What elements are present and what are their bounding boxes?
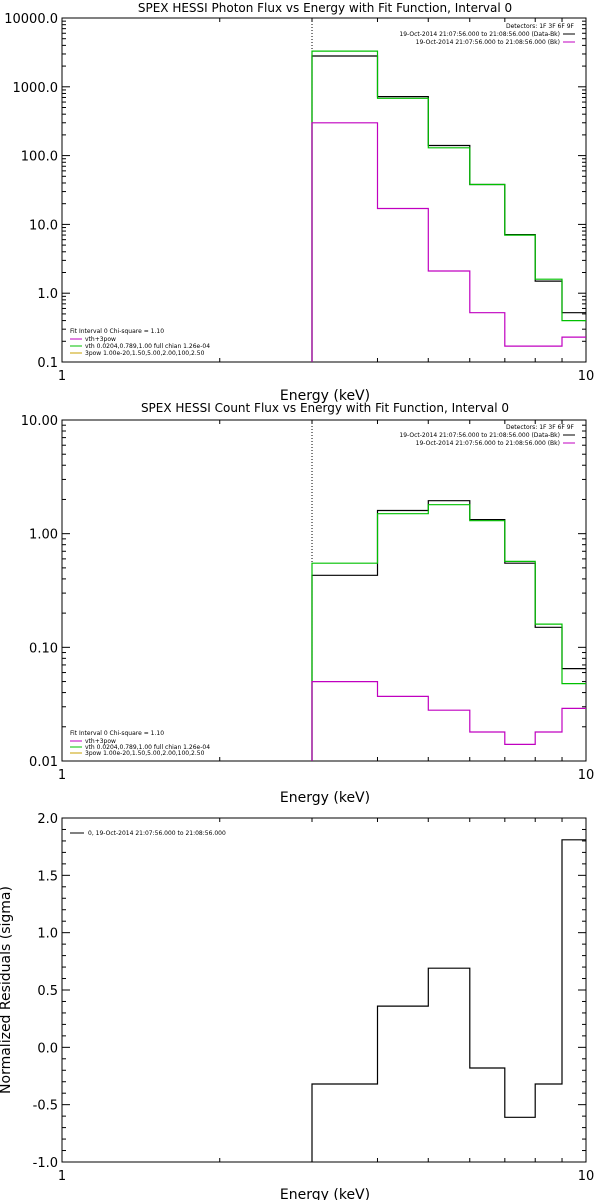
panel3-ytick-label: 0.0 bbox=[37, 1041, 58, 1056]
panel3-ytick-label: 1.0 bbox=[37, 927, 58, 942]
panel3-series-residuals bbox=[311, 839, 586, 1162]
panel1-ytick-label: 10000.0 bbox=[4, 12, 58, 27]
panel2-legend-bottomleft: Fit Interval 0 Chi-square = 1.10 vth+3po… bbox=[70, 730, 210, 757]
panel1-title: SPEX HESSI Photon Flux vs Energy with Fi… bbox=[138, 1, 512, 15]
panel1-legend-bl-line3: 3pow 1.00e-20,1.50,5.00,2.00,100,2.50 bbox=[85, 350, 205, 357]
panel2-xtick-label: 1 bbox=[58, 768, 66, 783]
panel3-ytick-label: 2.0 bbox=[37, 812, 58, 827]
panel3-legend-line1: 0, 19-Oct-2014 21:07:56.000 to 21:08:56.… bbox=[88, 830, 226, 837]
panel1-ytick-label: 10.0 bbox=[29, 218, 58, 233]
panel2-legend-topright: Detectors: 1F 3F 6F 9F 19-Oct-2014 21:07… bbox=[399, 424, 575, 447]
panel2-ytick-label: 0.10 bbox=[29, 641, 58, 656]
panel1-legend-bottomleft: Fit Interval 0 Chi-square = 1.10 vth+3po… bbox=[70, 328, 210, 357]
panel2-legend-bl-line2: vth 0.0204,0.789,1.00 full chian 1.26e-0… bbox=[85, 744, 210, 751]
panel1-plot-frame bbox=[61, 17, 587, 363]
panel2-series-data bbox=[311, 500, 586, 761]
panel-count-flux: SPEX HESSI Count Flux vs Energy with Fit… bbox=[21, 401, 594, 806]
panel2-ytick-label: 10.00 bbox=[21, 414, 58, 429]
panel3-ticks: 1 10 2.0 1.5 1.0 0.5 0.0 -0.5 -1.0 bbox=[33, 812, 595, 1184]
panel2-legend-bl-line3: 3pow 1.00e-20,1.50,5.00,2.00,100,2.50 bbox=[85, 750, 205, 757]
panel1-legend-header: Fit Interval 0 Chi-square = 1.10 bbox=[70, 328, 164, 335]
panel3-ytick-label: -0.5 bbox=[33, 1099, 58, 1114]
panel1-series-vth_pow bbox=[311, 50, 586, 362]
panel1-series-data bbox=[311, 55, 586, 362]
panel3-marks bbox=[311, 839, 586, 1162]
panel1-xtick-label: 10 bbox=[578, 369, 595, 384]
panel2-legend-header: Fit Interval 0 Chi-square = 1.10 bbox=[70, 730, 164, 737]
panel3-plot-frame bbox=[61, 817, 587, 1163]
panel1-legend-tr-line1: 19-Oct-2014 21:07:56.000 to 21:08:56.000… bbox=[399, 31, 560, 38]
panel2-marks bbox=[311, 420, 586, 761]
panel1-xtick-label: 1 bbox=[58, 369, 66, 384]
panel1-marks bbox=[311, 18, 586, 362]
panel3-ytick-label: 1.5 bbox=[37, 869, 58, 884]
panel1-legend-bl-line2: vth 0.0204,0.789,1.00 full chian 1.26e-0… bbox=[85, 343, 210, 350]
panel2-xtick-label: 10 bbox=[578, 768, 595, 783]
panel3-ylabel: Normalized Residuals (sigma) bbox=[0, 886, 14, 1094]
panel3-xtick-label: 10 bbox=[578, 1169, 595, 1184]
panel2-ytick-label: 0.01 bbox=[29, 755, 58, 770]
panel2-legend-tr-line2: 19-Oct-2014 21:07:56.000 to 21:08:56.000… bbox=[416, 440, 560, 447]
panel2-ticks: 1 10 10.00 1.00 0.10 0.01 bbox=[21, 414, 594, 783]
panel2-xlabel: Energy (keV) bbox=[280, 790, 370, 806]
panel1-series-bk bbox=[311, 122, 586, 362]
panel-residuals: Energy (keV) Normalized Residuals (sigma… bbox=[0, 812, 594, 1200]
panel3-xtick-label: 1 bbox=[58, 1169, 66, 1184]
panel1-ytick-label: 1000.0 bbox=[13, 81, 59, 96]
panel2-title: SPEX HESSI Count Flux vs Energy with Fit… bbox=[141, 401, 509, 415]
panel3-legend: 0, 19-Oct-2014 21:07:56.000 to 21:08:56.… bbox=[70, 830, 226, 837]
panel1-ticks: 1 10 10000.0 1000.0 100.0 10.0 1.0 0.1 bbox=[4, 12, 594, 384]
panel1-legend-tr-line2: 19-Oct-2014 21:07:56.000 to 21:08:56.000… bbox=[416, 39, 560, 46]
panel1-legend-bl-line1: vth+3pow bbox=[85, 336, 116, 343]
panel-photon-flux: SPEX HESSI Photon Flux vs Energy with Fi… bbox=[4, 1, 594, 404]
panel2-series-vth_pow bbox=[311, 504, 586, 761]
panel2-ytick-label: 1.00 bbox=[29, 528, 58, 543]
panel1-xlabel: Energy (keV) bbox=[280, 388, 370, 404]
panel3-ytick-label: -1.0 bbox=[33, 1156, 58, 1171]
panel2-series-bk bbox=[311, 681, 586, 761]
panel1-legend-topright: Detectors: 1F 3F 6F 9F 19-Oct-2014 21:07… bbox=[399, 23, 575, 46]
panel1-ytick-label: 0.1 bbox=[37, 356, 58, 371]
panel1-legend-detectors: Detectors: 1F 3F 6F 9F bbox=[506, 23, 575, 30]
panel3-xlabel: Energy (keV) bbox=[280, 1187, 370, 1200]
panel3-ytick-label: 0.5 bbox=[37, 984, 58, 999]
panel2-plot-frame bbox=[61, 419, 587, 762]
panel1-ytick-label: 100.0 bbox=[21, 150, 58, 165]
panel1-ytick-label: 1.0 bbox=[37, 287, 58, 302]
panel2-legend-bl-line1: vth+3pow bbox=[85, 738, 116, 745]
panel2-legend-tr-line1: 19-Oct-2014 21:07:56.000 to 21:08:56.000… bbox=[399, 432, 560, 439]
panel2-legend-detectors: Detectors: 1F 3F 6F 9F bbox=[506, 424, 575, 431]
